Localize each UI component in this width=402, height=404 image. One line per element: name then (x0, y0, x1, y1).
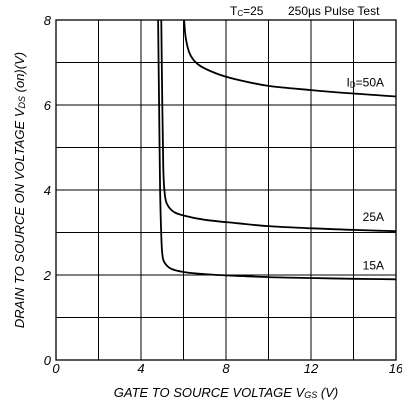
series-label-0: ID=50A (347, 76, 384, 90)
curves (157, 20, 396, 281)
series-label-2: 15A (363, 258, 384, 272)
x-tick-label: 16 (389, 361, 402, 376)
series-label-1: 25A (363, 210, 384, 224)
plot-frame (55, 19, 397, 361)
x-tick-label: 4 (137, 361, 144, 376)
x-axis-title: GATE TO SOURCE VOLTAGE VGS (V) (114, 385, 338, 400)
y-tick-label: 8 (44, 13, 52, 28)
x-tick-label: 12 (304, 361, 319, 376)
grid (56, 20, 396, 360)
pulse-test-note: 250µs Pulse Test (288, 4, 380, 18)
y-tick-label: 4 (44, 183, 51, 198)
x-tick-label: 0 (52, 361, 60, 376)
series-curve-2 (157, 20, 396, 281)
series-curve-1 (160, 20, 396, 233)
tick-labels: 0 4 8 12 16 0 2 4 6 8 (43, 13, 402, 376)
x-tick-label: 8 (222, 361, 230, 376)
y-tick-label: 2 (43, 268, 52, 283)
y-tick-label: 0 (44, 353, 52, 368)
series-labels: ID=50A 25A 15A (347, 76, 384, 273)
case-temperature-note: TC=25 (230, 4, 264, 18)
series-curve-0 (183, 20, 396, 98)
y-axis-title: DRAIN TO SOURCE ON VOLTAGE VDS (on)(V) (12, 52, 27, 328)
y-tick-label: 6 (44, 98, 52, 113)
